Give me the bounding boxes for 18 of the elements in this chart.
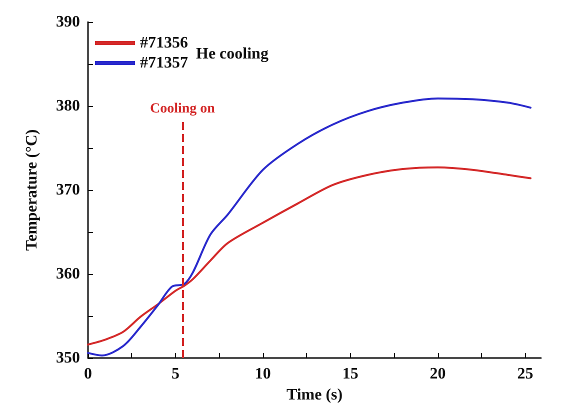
legend-title: He cooling	[196, 46, 268, 62]
x-tick-label: 5	[171, 366, 180, 382]
y-axis-title: Temperature (°C)	[24, 129, 40, 251]
x-tick-label: 25	[517, 366, 534, 382]
y-tick-label: 360	[56, 266, 80, 282]
line-series	[87, 97, 532, 356]
x-tick-label: 10	[254, 366, 271, 382]
y-tick-label: 370	[56, 182, 80, 198]
x-tick-label: 0	[84, 366, 92, 382]
y-tick-label: 390	[56, 14, 80, 30]
y-tick-label: 350	[56, 350, 80, 366]
x-axis-title: Time (s)	[286, 386, 343, 404]
y-tick-label: 380	[56, 98, 80, 114]
legend-label: #71357	[140, 54, 188, 72]
ref-line-label: Cooling on	[150, 102, 216, 116]
x-tick-label: 15	[342, 366, 358, 382]
x-tick-label: 20	[430, 366, 446, 382]
legend-label: #71356	[140, 34, 188, 52]
